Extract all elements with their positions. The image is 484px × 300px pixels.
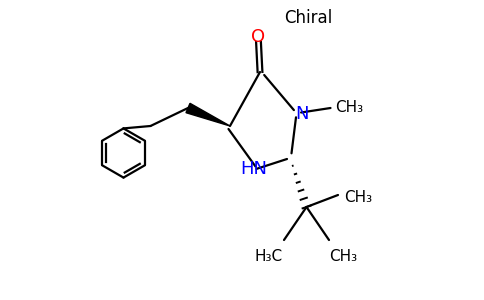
- Polygon shape: [186, 103, 230, 126]
- Text: CH₃: CH₃: [335, 100, 363, 116]
- Text: O: O: [251, 28, 266, 46]
- Text: HN: HN: [240, 160, 267, 178]
- Text: Chiral: Chiral: [284, 9, 332, 27]
- Text: CH₃: CH₃: [344, 190, 372, 206]
- Text: CH₃: CH₃: [329, 249, 357, 264]
- Text: H₃C: H₃C: [255, 249, 283, 264]
- Text: N: N: [295, 105, 309, 123]
